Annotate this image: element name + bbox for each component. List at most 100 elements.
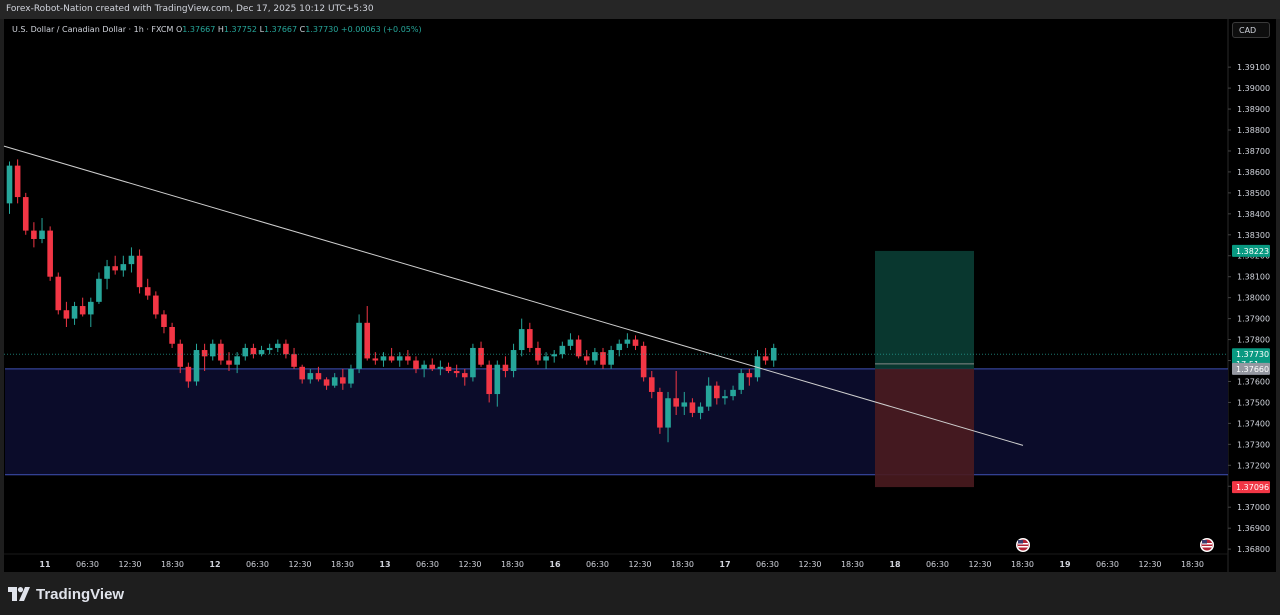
position-target-box [875, 250, 974, 369]
x-tick-label: 18:30 [671, 560, 694, 569]
candle-body [421, 364, 427, 369]
candle-body [689, 402, 696, 413]
candle-body [640, 345, 647, 378]
candle-body [543, 356, 549, 361]
y-tick-label: 1.38000 [1237, 294, 1270, 303]
y-tick-label: 1.38300 [1237, 231, 1270, 240]
current-price-label: 1.37730 [1236, 350, 1269, 359]
candle-body [583, 356, 590, 361]
flag-stripe [1202, 543, 1212, 545]
candle-body [340, 377, 346, 384]
low-label: L [259, 25, 265, 34]
y-tick-label: 1.37600 [1237, 377, 1270, 386]
y-tick-label: 1.37500 [1237, 398, 1270, 407]
candle-body [470, 347, 476, 378]
x-tick-label: 06:30 [926, 560, 949, 569]
position-stop-box [875, 368, 974, 488]
y-tick-label: 1.37800 [1237, 336, 1270, 345]
candle-body [242, 347, 249, 357]
x-tick-label: 19 [1059, 560, 1071, 569]
x-tick-label: 12:30 [1138, 560, 1161, 569]
x-tick-label: 18:30 [1181, 560, 1204, 569]
candle-body [551, 354, 558, 357]
y-tick-label: 1.37300 [1237, 440, 1270, 449]
candle-body [356, 322, 362, 369]
candle-body [510, 350, 517, 371]
y-tick-label: 1.37000 [1237, 503, 1270, 512]
y-tick-label: 1.38700 [1237, 147, 1270, 156]
candle-body [722, 396, 728, 399]
candle-body [372, 358, 379, 361]
candle-body [14, 165, 21, 198]
candle-body [96, 278, 102, 302]
x-tick-label: 12:30 [288, 560, 311, 569]
candle-body [266, 347, 273, 351]
stop-price-badge [1232, 481, 1270, 494]
candle-body [88, 301, 94, 315]
candle-body [291, 354, 297, 367]
us-flag-icon [1016, 538, 1030, 552]
candle-body [648, 377, 655, 392]
x-tick-label: 12:30 [968, 560, 991, 569]
candle-body [6, 165, 13, 204]
y-tick-label: 1.36900 [1237, 524, 1270, 533]
y-tick-label: 1.38600 [1237, 168, 1270, 177]
y-tick-label: 1.37900 [1237, 315, 1270, 324]
credit-text: Forex-Robot-Nation created with TradingV… [6, 4, 374, 14]
candle-body [39, 230, 45, 239]
candle-body [55, 276, 62, 311]
x-tick-label: 12:30 [458, 560, 481, 569]
candle-body [250, 347, 257, 355]
x-tick-label: 06:30 [246, 560, 269, 569]
flag-stripe [1018, 546, 1028, 548]
x-tick-label: 12 [209, 560, 220, 569]
candle-body [120, 264, 127, 271]
candle-body [754, 356, 761, 378]
entry-price-label: 1.37660 [1236, 365, 1269, 374]
y-tick-label: 1.38900 [1237, 105, 1270, 114]
y-tick-label: 1.37400 [1237, 419, 1270, 428]
tradingview-logo-icon [8, 587, 30, 601]
candle-body [429, 364, 436, 369]
y-tick-label: 1.38400 [1237, 210, 1270, 219]
symbol-name[interactable]: U.S. Dollar / Canadian Dollar · 1h · FXC… [12, 25, 174, 34]
flag-stripe [1018, 543, 1028, 545]
candle-body [762, 356, 769, 361]
candle-body [128, 255, 135, 265]
candle-body [47, 230, 53, 277]
x-tick-label: 06:30 [416, 560, 439, 569]
candle-body [144, 287, 151, 296]
x-tick-label: 18:30 [841, 560, 864, 569]
candle-body [71, 306, 78, 319]
x-tick-label: 18:30 [161, 560, 184, 569]
flag-canton [1018, 540, 1023, 544]
high-label: H [217, 25, 224, 34]
candle-body [234, 356, 240, 365]
x-tick-label: 18:30 [1011, 560, 1034, 569]
candle-body [681, 402, 688, 407]
us-flag-icon [1200, 538, 1214, 552]
tradingview-logo[interactable]: TradingView [8, 585, 124, 603]
candle-body [770, 347, 777, 361]
candle-body [315, 373, 322, 380]
candle-body [673, 398, 679, 407]
candle-body [388, 356, 395, 361]
candle-body [657, 391, 663, 428]
candle-body [705, 385, 712, 407]
open-label: O [175, 25, 183, 34]
entry-price-badge [1232, 362, 1270, 375]
target-price-badge [1232, 244, 1270, 257]
flag-stripe [1202, 546, 1212, 548]
candle-body [413, 360, 419, 369]
currency-button[interactable]: CAD [1232, 22, 1270, 38]
chart-area[interactable] [4, 19, 1276, 572]
candle-body [193, 350, 200, 382]
candle-body [616, 343, 623, 351]
x-tick-label: 16 [549, 560, 561, 569]
candle-body [608, 350, 614, 365]
candle-body [527, 329, 533, 348]
candle-body [632, 339, 639, 346]
candle-body [177, 343, 184, 367]
candle-body [575, 339, 582, 357]
